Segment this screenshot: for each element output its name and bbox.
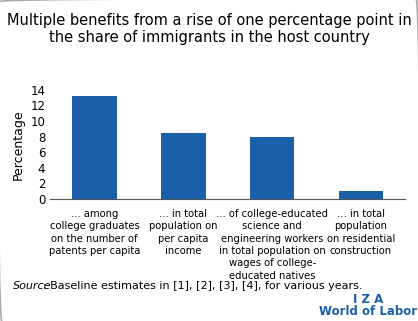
Bar	[72, 96, 117, 199]
Text: World of Labor: World of Labor	[319, 305, 417, 318]
Text: : Baseline estimates in [1], [2], [3], [4], for various years.: : Baseline estimates in [1], [2], [3], […	[43, 281, 362, 291]
Y-axis label: Percentage: Percentage	[12, 109, 25, 180]
Bar	[161, 133, 206, 199]
Text: Multiple benefits from a rise of one percentage point in
the share of immigrants: Multiple benefits from a rise of one per…	[7, 13, 411, 45]
Bar	[339, 191, 383, 199]
Text: I Z A: I Z A	[353, 293, 383, 306]
Text: Source: Source	[13, 281, 51, 291]
Bar	[250, 137, 294, 199]
